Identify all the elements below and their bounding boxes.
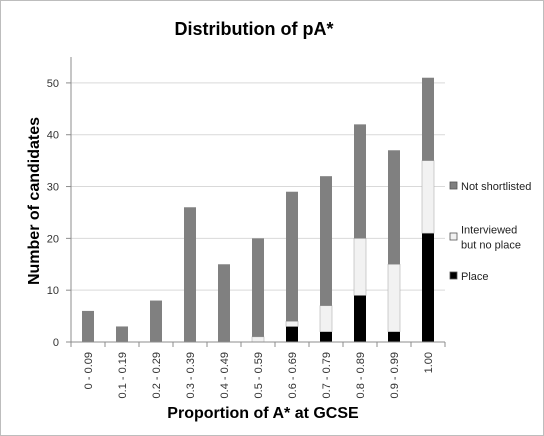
bar-segment-interviewed-but-no-place [387, 263, 401, 332]
bar-segment-place [388, 331, 400, 342]
bar-segment-not-shortlisted [422, 77, 434, 161]
y-axis-title: Number of candidates [26, 117, 43, 285]
legend-swatch [449, 181, 458, 190]
x-tick-label: 0.7 - 0.79 [321, 352, 333, 398]
bar-segment-interviewed-but-no-place [251, 336, 265, 343]
y-tick-label: 30 [47, 182, 59, 194]
x-tick-label: 0.1 - 0.19 [117, 352, 129, 398]
x-tick-labels: 0 - 0.09 0.1 - 0.19 0.2 - 0.29 0.3 - 0.39 0.… [83, 352, 435, 398]
bar-segment-not-shortlisted [320, 176, 332, 306]
x-tick-label: 0 - 0.09 [83, 352, 95, 389]
x-tick-label: 0.2 - 0.29 [151, 352, 163, 398]
bar-segment-place [286, 326, 298, 342]
bar-segment-not-shortlisted [388, 150, 400, 265]
bar-segment-place [354, 295, 366, 342]
x-tick-label: 0.6 - 0.69 [287, 352, 299, 398]
bar-segment-place [320, 331, 332, 342]
bar-segment-not-shortlisted [150, 300, 162, 342]
bar-segment-not-shortlisted [218, 264, 230, 342]
x-tick-label: 0.3 - 0.39 [185, 352, 197, 398]
y-tick-label: 50 [47, 78, 59, 90]
x-tick-label: 0.9 - 0.99 [389, 352, 401, 398]
y-tick-label: 20 [47, 233, 59, 245]
y-tick-label: 40 [47, 130, 59, 142]
chart-title: Distribution of pA* [175, 19, 334, 39]
legend-swatch [449, 232, 458, 241]
bar-segment-place [422, 233, 434, 342]
x-tick-label: 0.5 - 0.59 [253, 352, 265, 398]
legend-label: Interviewed [461, 225, 517, 237]
bar-segment-interviewed-but-no-place [421, 160, 435, 234]
y-tick-label: 0 [53, 337, 59, 349]
axes [66, 57, 446, 347]
legend-label: Not shortlisted [461, 181, 531, 193]
legend: Not shortlisted Interviewed but no place Pl… [449, 181, 531, 283]
gridlines [71, 82, 445, 291]
y-tick-label: 10 [47, 285, 59, 297]
x-tick-label: 0.8 - 0.89 [355, 352, 367, 398]
bar-segment-not-shortlisted [116, 326, 128, 342]
bar-segment-not-shortlisted [286, 191, 298, 322]
bar-segment-not-shortlisted [354, 124, 366, 239]
bars [82, 77, 435, 343]
x-tick-label: 1.00 [423, 352, 435, 373]
legend-label: but no place [461, 240, 521, 252]
bar-segment-not-shortlisted [184, 207, 196, 342]
y-tick-labels: 0 10 20 30 40 50 [47, 78, 59, 349]
bar-segment-interviewed-but-no-place [285, 320, 299, 327]
bar-segment-not-shortlisted [82, 310, 94, 342]
x-axis-title: Proportion of A* at GCSE [167, 405, 359, 422]
bar-segment-interviewed-but-no-place [319, 305, 333, 332]
x-tick-label: 0.4 - 0.49 [219, 352, 231, 398]
bar-segment-not-shortlisted [252, 238, 264, 337]
legend-label: Place [461, 271, 489, 283]
legend-swatch [449, 271, 458, 280]
bar-segment-interviewed-but-no-place [353, 238, 367, 296]
